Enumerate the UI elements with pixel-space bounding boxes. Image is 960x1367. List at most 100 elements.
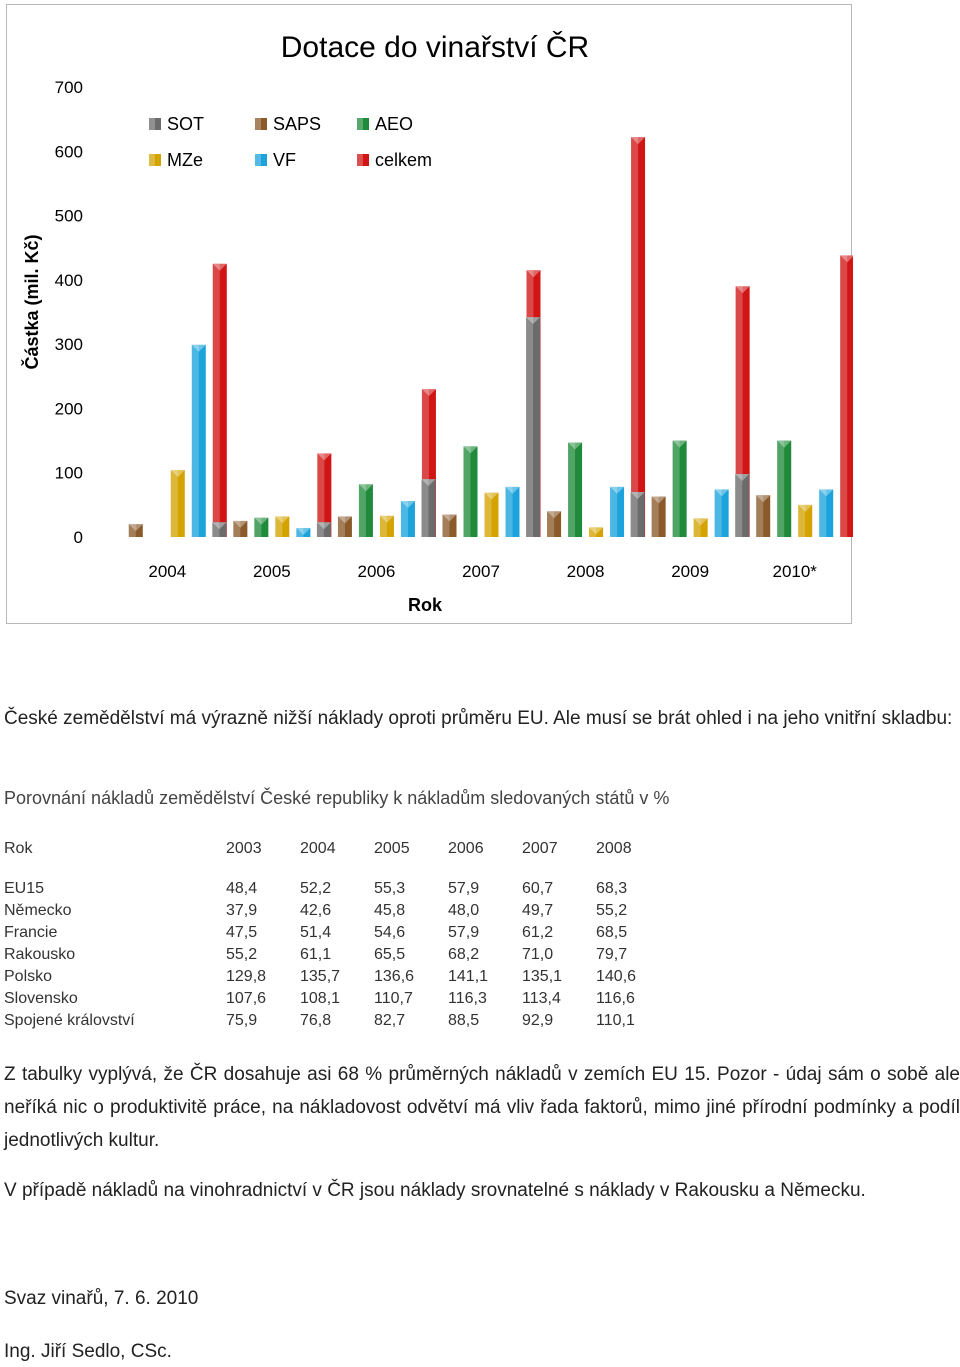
- table-cell-value: 135,1: [522, 968, 563, 985]
- bar-sot-2008: [526, 317, 541, 537]
- bar-saps-2005: [233, 520, 248, 537]
- table-cell-value: 52,2: [300, 880, 332, 897]
- bar-mze-2010*: [798, 504, 813, 537]
- bar-mze-2006: [379, 515, 394, 537]
- bar-saps-2008: [547, 511, 562, 537]
- table-cell-value: 116,3: [448, 990, 487, 1007]
- bars-group: [128, 137, 853, 537]
- table-cell-value: 135,7: [300, 968, 341, 985]
- bar-aeo-2010*: [777, 440, 792, 537]
- x-tick-label: 2005: [253, 562, 291, 581]
- bar-saps-2004: [128, 524, 143, 537]
- bar-saps-2009: [651, 496, 666, 537]
- table-cell-value: 79,7: [596, 946, 628, 963]
- legend-item-vf: VF: [255, 150, 296, 170]
- x-axis-label: Rok: [408, 595, 443, 615]
- legend-item-mze: MZe: [149, 150, 203, 170]
- table-cell-value: 76,8: [300, 1012, 332, 1029]
- bar-vf-2004: [191, 344, 206, 537]
- bar-saps-2007: [442, 514, 457, 537]
- y-tick-label: 400: [55, 271, 83, 290]
- legend-label: celkem: [375, 150, 432, 170]
- table-cell-label: Spojené království: [4, 1012, 135, 1029]
- table-cell-label: Rakousko: [4, 946, 76, 963]
- table-cell-value: 55,2: [226, 946, 258, 963]
- table-cell-value: 2003: [226, 840, 262, 857]
- bar-celkem-2005: [317, 453, 332, 537]
- table-cell-value: 2007: [522, 840, 558, 857]
- bar-mze-2004: [170, 470, 185, 537]
- signature-organization: Svaz vinařů, 7. 6. 2010: [4, 1288, 199, 1309]
- table-cell-value: 2005: [374, 840, 410, 857]
- table-cell-value: 75,9: [226, 1012, 258, 1029]
- table-cell-value: 37,9: [226, 902, 258, 919]
- table-cell-value: 71,0: [522, 946, 554, 963]
- legend-label: VF: [273, 150, 296, 170]
- table-cell-value: 45,8: [374, 902, 406, 919]
- paragraph-vineyards: V případě nákladů na vinohradnictví v ČR…: [4, 1180, 866, 1201]
- table-cell-value: 92,9: [522, 1012, 554, 1029]
- legend-item-celkem: celkem: [357, 150, 432, 170]
- bar-mze-2009: [693, 518, 708, 537]
- table-cell-value: 65,5: [374, 946, 406, 963]
- legend-item-aeo: AEO: [357, 114, 413, 134]
- x-axis-ticks: 2004 2005 2006 2007 2008 2009 2010*: [148, 562, 817, 581]
- x-tick-label: 2004: [148, 562, 186, 581]
- chart-title: Dotace do vinařství ČR: [281, 30, 589, 64]
- table-row: Německo 37,9 42,6 45,8 48,0 49,7 55,2: [4, 900, 670, 922]
- x-tick-label: 2006: [358, 562, 396, 581]
- table-row: EU15 48,4 52,2 55,3 57,9 60,7 68,3: [4, 878, 670, 900]
- bar-mze-2005: [275, 516, 290, 537]
- bar-vf-2008: [610, 486, 625, 537]
- bar-vf-2009: [714, 489, 729, 537]
- y-tick-label: 600: [55, 142, 83, 161]
- legend-label: SAPS: [273, 114, 321, 134]
- bar-celkem-2004: [212, 263, 227, 537]
- bar-chart: Dotace do vinařství ČR Částka (mil. Kč) …: [21, 30, 853, 615]
- chart-frame: Dotace do vinařství ČR Částka (mil. Kč) …: [6, 4, 853, 624]
- table-cell-value: 54,6: [374, 924, 406, 941]
- table-cell-label: Polsko: [4, 968, 53, 985]
- x-tick-label: 2007: [462, 562, 500, 581]
- bar-aeo-2007: [463, 446, 478, 537]
- table-cell-label: Slovensko: [4, 990, 78, 1007]
- y-tick-label: 200: [55, 399, 83, 418]
- table-row: Rakousko 55,2 61,1 65,5 68,2 71,0 79,7: [4, 944, 670, 966]
- bar-sot-2009: [630, 492, 645, 537]
- bar-aeo-2008: [568, 442, 583, 537]
- table-cell-value: 140,6: [596, 968, 637, 985]
- table-cell-value: 47,5: [226, 924, 258, 941]
- table-cell-value: 88,5: [448, 1012, 480, 1029]
- table-cell-value: 2006: [448, 840, 484, 857]
- table-cell-value: 108,1: [300, 990, 341, 1007]
- x-tick-label: 2009: [671, 562, 709, 581]
- table-cell-value: 2004: [300, 840, 336, 857]
- y-tick-label: 500: [55, 207, 83, 226]
- table-row: Slovensko 107,6 108,1 110,7 116,3 113,4 116,6: [4, 988, 670, 1010]
- table-cell-value: 68,2: [448, 946, 480, 963]
- bar-sot-2010*: [735, 474, 750, 537]
- table-caption: Porovnání nákladů zemědělství České repu…: [4, 788, 670, 808]
- table-header-row: Rok 2003 2004 2005 2006 2007 2008: [4, 836, 670, 878]
- x-tick-label: 2008: [567, 562, 605, 581]
- bar-mze-2008: [589, 527, 604, 537]
- table-cell-value: 141,1: [448, 968, 489, 985]
- table-row: Polsko 129,8 135,7 136,6 141,1 135,1 140,6: [4, 966, 670, 988]
- y-axis-label: Částka (mil. Kč): [21, 234, 42, 369]
- y-tick-label: 100: [55, 464, 83, 483]
- table-cell-value: 57,9: [448, 924, 480, 941]
- table-cell-value: 68,5: [596, 924, 628, 941]
- table-cell-value: 48,0: [448, 902, 480, 919]
- bar-vf-2006: [400, 501, 415, 537]
- paragraph-conclusion: Z tabulky vyplývá, že ČR dosahuje asi 68…: [4, 1064, 960, 1151]
- bar-sot-2005: [212, 522, 227, 537]
- table-cell-value: 110,7: [374, 990, 413, 1007]
- legend-item-sot: SOT: [149, 114, 204, 134]
- table-cell-value: 61,1: [300, 946, 332, 963]
- y-tick-label: 300: [55, 335, 83, 354]
- bar-saps-2010*: [756, 495, 771, 537]
- table-cell-value: 129,8: [226, 968, 267, 985]
- table-cell-value: 55,3: [374, 880, 406, 897]
- legend-label: SOT: [167, 114, 204, 134]
- table-cell-value: 116,6: [596, 990, 635, 1007]
